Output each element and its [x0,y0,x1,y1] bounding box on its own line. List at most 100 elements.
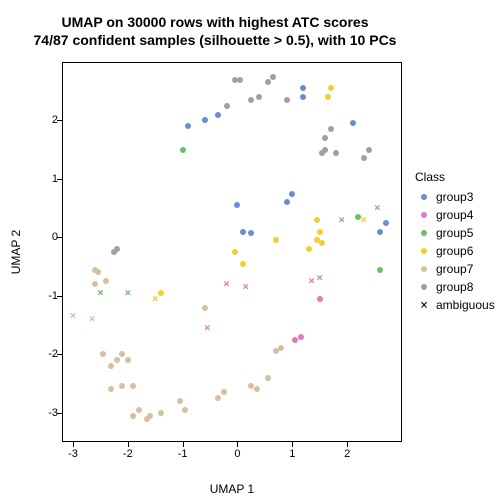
x-tick [347,442,348,447]
x-axis-label: UMAP 1 [62,482,402,496]
legend-item: ×ambiguous [415,296,495,314]
data-point: × [204,325,211,331]
data-point [328,85,334,91]
legend-item: group4 [415,206,495,224]
data-point [103,278,109,284]
x-tick [73,442,74,447]
y-tick-label: 0 [38,231,58,243]
legend-label: group7 [436,262,473,276]
data-point [240,229,246,235]
legend-title: Class [415,170,495,184]
data-point [306,246,312,252]
data-point [180,147,186,153]
data-point: × [316,275,323,281]
data-point [136,407,142,413]
data-point [317,229,323,235]
legend-label: group6 [436,244,473,258]
y-tick-label: -1 [38,290,58,302]
x-tick-label: 0 [234,448,240,460]
data-point [202,305,208,311]
data-point [232,249,238,255]
data-point [248,97,254,103]
data-point [224,103,230,109]
data-point [221,389,227,395]
data-point [237,77,243,83]
data-point [300,94,306,100]
data-point [322,135,328,141]
legend-label: group3 [436,190,473,204]
legend-label: ambiguous [436,298,495,312]
data-point [158,290,164,296]
x-tick-label: -2 [123,448,133,460]
data-point [111,249,117,255]
y-tick-label: 1 [38,173,58,185]
data-point [256,94,262,100]
x-tick-label: 1 [289,448,295,460]
data-point: × [360,217,367,223]
data-point: × [223,281,230,287]
data-point [314,217,320,223]
legend-label: group4 [436,208,473,222]
data-point [350,120,356,126]
data-point [234,202,240,208]
data-point [254,386,260,392]
legend-item: group8 [415,278,495,296]
dot-icon [415,280,433,294]
figure: UMAP on 30000 rows with highest ATC scor… [0,0,504,504]
dot-icon [415,244,433,258]
x-tick-label: -3 [68,448,78,460]
data-point [317,296,323,302]
data-point: × [124,290,131,296]
data-point [278,345,284,351]
data-point: × [97,290,104,296]
x-tick-label: -1 [178,448,188,460]
dot-icon [415,262,433,276]
y-tick-label: 2 [38,114,58,126]
data-point [248,230,254,236]
dot-icon [415,190,433,204]
data-point [361,155,367,161]
data-point [273,237,279,243]
data-point [270,74,276,80]
x-tick [237,442,238,447]
title-line1: UMAP on 30000 rows with highest ATC scor… [0,14,430,32]
title-block: UMAP on 30000 rows with highest ATC scor… [0,14,430,49]
data-point: × [89,316,96,322]
legend-label: group8 [436,280,473,294]
data-point [130,383,136,389]
data-point [92,267,98,273]
data-point [383,220,389,226]
data-point [108,386,114,392]
data-point [158,410,164,416]
data-point [289,191,295,197]
y-tick-label: -3 [38,407,58,419]
data-point [100,351,106,357]
data-point: × [374,205,381,211]
data-point [114,357,120,363]
data-point [108,363,114,369]
data-point: × [70,313,77,319]
title-line2: 74/87 confident samples (silhouette > 0.… [0,32,430,50]
data-point [119,383,125,389]
data-point [298,334,304,340]
legend: Class group3 group4 group5 group6 group7 grou… [415,170,495,314]
data-point [182,407,188,413]
cross-icon: × [415,298,433,312]
data-point [284,199,290,205]
legend-item: group3 [415,188,495,206]
data-point [265,375,271,381]
x-tick-label: 2 [344,448,350,460]
data-point: × [242,284,249,290]
dot-icon [415,226,433,240]
data-point: × [308,278,315,284]
data-point [215,395,221,401]
data-point [333,150,339,156]
data-point [185,123,191,129]
data-point [130,413,136,419]
data-point [177,398,183,404]
legend-item: group6 [415,242,495,260]
y-axis-label: UMAP 2 [8,62,24,442]
data-point [300,85,306,91]
legend-label: group5 [436,226,473,240]
x-tick [292,442,293,447]
